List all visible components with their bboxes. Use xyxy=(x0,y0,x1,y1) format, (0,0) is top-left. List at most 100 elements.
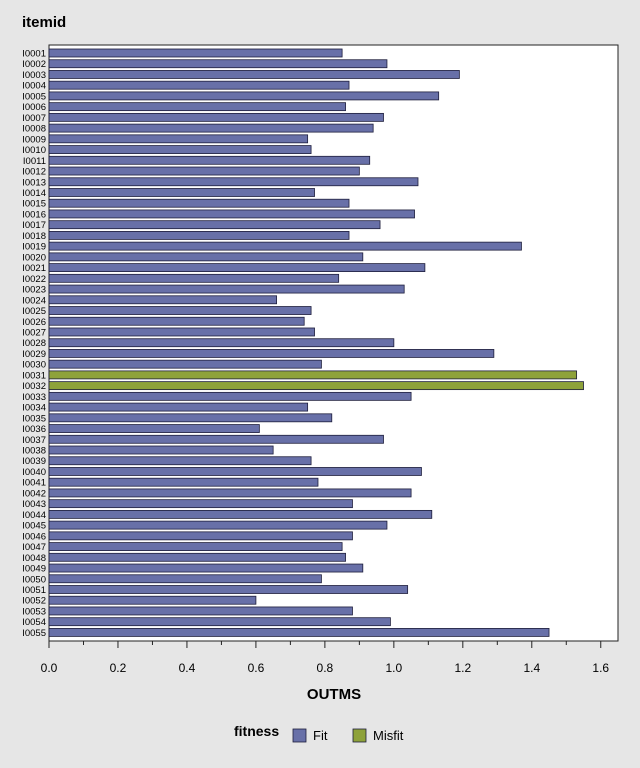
category-label: I0033 xyxy=(22,392,46,403)
bar-i0045 xyxy=(48,520,388,530)
bar-i0004 xyxy=(48,80,350,90)
bar-i0034 xyxy=(48,402,309,412)
bar-i0035 xyxy=(48,413,333,423)
category-label: I0017 xyxy=(22,220,46,231)
x-tick-label: 0.6 xyxy=(248,661,265,675)
bar-i0050 xyxy=(48,574,322,584)
category-label: I0032 xyxy=(22,381,46,392)
category-label: I0025 xyxy=(22,306,46,317)
bar-i0028 xyxy=(48,338,395,348)
category-label: I0011 xyxy=(23,156,46,167)
category-label: I0049 xyxy=(22,564,46,575)
x-axis-title: OUTMS xyxy=(307,686,361,703)
bar-i0010 xyxy=(48,145,312,154)
category-label: I0004 xyxy=(22,81,46,92)
category-label: I0026 xyxy=(22,317,46,328)
category-label: I0018 xyxy=(22,231,46,242)
bar-i0008 xyxy=(48,123,374,133)
bar-i0043 xyxy=(48,499,353,509)
category-label: I0022 xyxy=(22,274,46,285)
category-label: I0027 xyxy=(22,327,46,338)
bar-i0001 xyxy=(48,48,343,58)
bar-i0048 xyxy=(48,552,346,562)
chart-title: itemid xyxy=(22,14,66,31)
x-tick-label: 0.2 xyxy=(110,661,127,675)
bar-i0024 xyxy=(48,295,278,305)
category-label: I0021 xyxy=(22,263,46,274)
category-label: I0024 xyxy=(22,295,46,306)
category-label: I0047 xyxy=(22,542,46,553)
legend-swatch-misfit xyxy=(352,728,367,743)
category-label: I0045 xyxy=(22,521,46,532)
bar-i0007 xyxy=(48,112,384,122)
bar-i0046 xyxy=(48,531,353,541)
category-label: I0041 xyxy=(22,478,46,489)
bars xyxy=(48,48,584,637)
category-label: I0051 xyxy=(22,585,46,596)
x-tick-label: 1.0 xyxy=(386,661,403,675)
category-label: I0005 xyxy=(22,91,46,102)
bar-i0044 xyxy=(48,509,433,519)
bar-i0019 xyxy=(48,241,522,251)
bar-i0040 xyxy=(48,467,422,476)
category-label: I0030 xyxy=(22,360,46,371)
bar-i0005 xyxy=(48,91,440,101)
bar-i0049 xyxy=(48,563,364,573)
bar-i0053 xyxy=(48,606,353,616)
bar-i0026 xyxy=(48,316,305,326)
category-label: I0003 xyxy=(22,70,46,81)
category-label: I0016 xyxy=(22,209,46,220)
category-label: I0015 xyxy=(22,199,46,210)
bar-i0039 xyxy=(48,456,312,466)
bar-i0027 xyxy=(48,327,315,337)
category-label: I0012 xyxy=(22,167,46,178)
bar-i0003 xyxy=(48,70,460,79)
category-label: I0044 xyxy=(22,510,46,521)
bar-i0014 xyxy=(48,188,315,197)
category-label: I0036 xyxy=(22,424,46,435)
legend-title: fitness xyxy=(234,723,279,739)
category-label: I0007 xyxy=(22,113,46,124)
category-label: I0052 xyxy=(22,596,46,607)
bar-i0054 xyxy=(48,617,391,627)
bar-i0031 xyxy=(48,370,578,380)
category-labels: I0001I0002I0003I0004I0005I0006I0007I0008… xyxy=(22,49,46,639)
bar-i0038 xyxy=(48,445,274,455)
category-label: I0038 xyxy=(22,446,46,457)
bar-i0037 xyxy=(48,434,384,444)
category-label: I0055 xyxy=(22,628,46,639)
bar-i0013 xyxy=(48,177,419,187)
bar-i0018 xyxy=(48,231,350,240)
x-tick-label: 1.4 xyxy=(523,661,540,675)
bar-i0047 xyxy=(48,542,343,551)
category-label: I0006 xyxy=(22,102,46,113)
category-label: I0042 xyxy=(22,488,46,499)
x-tick-label: 1.2 xyxy=(454,661,471,675)
category-label: I0023 xyxy=(22,285,46,296)
category-label: I0043 xyxy=(22,499,46,510)
category-label: I0031 xyxy=(22,370,46,381)
legend: fitness Fit Misfit xyxy=(234,723,404,743)
category-label: I0028 xyxy=(22,338,46,349)
bar-i0017 xyxy=(48,220,381,230)
bar-i0051 xyxy=(48,585,409,594)
bar-i0006 xyxy=(48,102,346,112)
category-label: I0002 xyxy=(22,59,46,70)
bar-i0042 xyxy=(48,488,412,498)
category-label: I0035 xyxy=(22,413,46,424)
legend-label-misfit: Misfit xyxy=(373,728,404,743)
x-tick-label: 0.4 xyxy=(179,661,196,675)
bar-i0023 xyxy=(48,284,405,294)
category-label: I0037 xyxy=(22,435,46,446)
bar-i0052 xyxy=(48,595,257,605)
x-tick-label: 0.0 xyxy=(41,661,58,675)
category-label: I0001 xyxy=(22,49,46,60)
category-label: I0054 xyxy=(22,617,46,628)
legend-label-fit: Fit xyxy=(313,728,328,743)
category-label: I0046 xyxy=(22,531,46,542)
x-tick-label: 1.6 xyxy=(592,661,609,675)
category-label: I0010 xyxy=(22,145,46,156)
category-label: I0013 xyxy=(22,177,46,188)
bar-i0036 xyxy=(48,424,260,433)
